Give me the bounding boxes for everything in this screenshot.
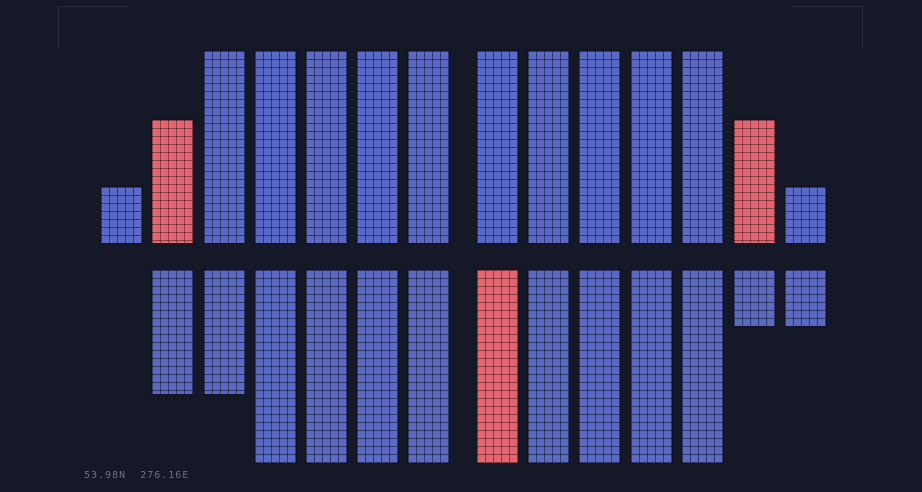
- frame-line-right: [862, 6, 863, 50]
- top-block-1[interactable]: [100, 186, 143, 244]
- bottom-block-6[interactable]: [407, 269, 450, 464]
- bottom-block-8[interactable]: [527, 269, 570, 464]
- latitude-label: 53.98N: [84, 470, 127, 481]
- top-block-13[interactable]: [733, 119, 776, 244]
- top-block-9[interactable]: [527, 50, 570, 244]
- bottom-block-10[interactable]: [630, 269, 673, 464]
- bottom-block-11[interactable]: [681, 269, 724, 464]
- top-block-2[interactable]: [151, 119, 194, 244]
- top-block-10[interactable]: [578, 50, 621, 244]
- frame-line-top-left: [58, 6, 128, 7]
- bottom-block-13[interactable]: [784, 269, 827, 327]
- top-block-8[interactable]: [476, 50, 519, 244]
- top-block-7[interactable]: [407, 50, 450, 244]
- top-block-11[interactable]: [630, 50, 673, 244]
- bottom-block-7[interactable]: [476, 269, 519, 464]
- top-block-3[interactable]: [203, 50, 246, 244]
- top-block-5[interactable]: [305, 50, 348, 244]
- top-block-12[interactable]: [681, 50, 724, 244]
- top-block-4[interactable]: [254, 50, 297, 244]
- top-block-14[interactable]: [784, 186, 827, 244]
- frame-line-top-right: [792, 6, 862, 7]
- bottom-block-5[interactable]: [356, 269, 399, 464]
- bottom-block-1[interactable]: [151, 269, 194, 395]
- bottom-block-9[interactable]: [578, 269, 621, 464]
- top-block-6[interactable]: [356, 50, 399, 244]
- coordinate-readout: 53.98N 276.16E: [84, 470, 189, 481]
- bottom-block-4[interactable]: [305, 269, 348, 464]
- frame-line-left: [58, 6, 59, 50]
- bottom-block-2[interactable]: [203, 269, 246, 395]
- bottom-block-12[interactable]: [733, 269, 776, 327]
- bottom-block-3[interactable]: [254, 269, 297, 464]
- longitude-label: 276.16E: [140, 470, 190, 481]
